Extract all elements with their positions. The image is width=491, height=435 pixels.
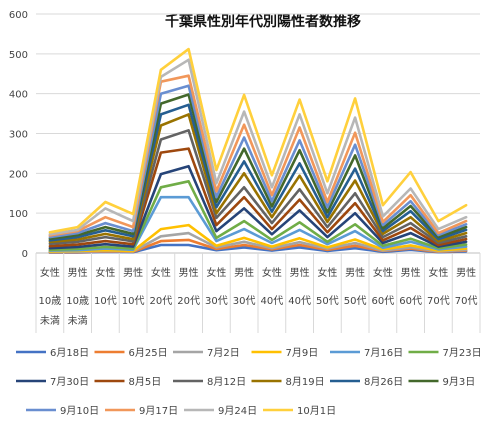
y-axis-tick-labels: 0 100 200 300 400 500 600 xyxy=(9,10,28,260)
series-line-16 xyxy=(48,47,468,234)
x-tick-label-sex: 女性 xyxy=(95,266,115,279)
x-axis-category-labels: 女性10歳未満男性10歳未満女性10代男性10代女性20代男性20代女性30代男… xyxy=(35,253,481,333)
legend-label-2: 6月25日 xyxy=(129,347,168,359)
legend-label-7: 7月30日 xyxy=(50,376,89,388)
y-tick-label: 400 xyxy=(9,90,28,101)
series-line-4 xyxy=(48,223,468,253)
legend-label-8: 8月5日 xyxy=(129,376,162,388)
legend-label-3: 7月2日 xyxy=(207,347,240,359)
y-tick-label: 500 xyxy=(9,50,28,61)
x-tick-label-age: 30代 xyxy=(233,295,256,307)
y-tick-label: 200 xyxy=(9,169,28,180)
x-tick-label-sex: 男性 xyxy=(68,266,88,279)
legend-label-10: 8月19日 xyxy=(286,376,325,388)
x-tick-label-sex: 男性 xyxy=(456,266,476,279)
y-tick-label: 300 xyxy=(9,130,28,141)
legend-label-12: 9月3日 xyxy=(443,376,476,388)
x-tick-label-age: 70代 xyxy=(455,295,478,307)
x-tick-label-sex: 男性 xyxy=(401,266,421,279)
y-tick-label: 0 xyxy=(22,249,28,260)
x-tick-label-sex: 女性 xyxy=(206,266,226,279)
series-line-10 xyxy=(48,113,468,244)
legend: 6月18日 6月25日 7月2日 7月9日 7月16日 7月23日 7月30日 8月5日 8月1… xyxy=(16,347,482,417)
series-line-14 xyxy=(48,74,468,237)
series-line-7 xyxy=(48,164,468,250)
x-tick-label-sex: 女性 xyxy=(40,266,60,279)
series-line-5 xyxy=(48,195,468,252)
x-tick-label-sex: 男性 xyxy=(234,266,254,279)
x-tick-label-age: 40代 xyxy=(288,295,311,307)
legend-label-15: 9月24日 xyxy=(218,405,257,417)
x-tick-label-sex: 女性 xyxy=(373,266,393,279)
x-tick-label-age: 60代 xyxy=(399,295,422,307)
legend-label-14: 9月17日 xyxy=(139,405,178,417)
y-tick-label: 100 xyxy=(9,209,28,220)
series-line-9 xyxy=(48,129,468,246)
x-tick-label-age: 20代 xyxy=(150,295,173,307)
x-tick-label-age: 60代 xyxy=(372,295,395,307)
series-line-8 xyxy=(48,147,468,248)
legend-label-4: 7月9日 xyxy=(286,347,319,359)
x-tick-label-age-cont: 未満 xyxy=(68,315,88,327)
x-tick-label-age: 10歳 xyxy=(66,295,89,307)
legend-label-6: 7月23日 xyxy=(443,347,482,359)
x-tick-label-sex: 女性 xyxy=(428,266,448,279)
x-tick-label-sex: 男性 xyxy=(290,266,310,279)
x-tick-label-sex: 女性 xyxy=(262,266,282,279)
x-tick-label-age: 50代 xyxy=(344,295,367,307)
x-tick-label-sex: 男性 xyxy=(179,266,199,279)
legend-label-16: 10月1日 xyxy=(297,405,336,417)
gridlines xyxy=(36,13,480,254)
series-line-11 xyxy=(48,103,468,242)
series-line-6 xyxy=(48,180,468,252)
legend-label-13: 9月10日 xyxy=(60,405,99,417)
series-line-13 xyxy=(48,84,468,239)
x-tick-label-age: 10歳 xyxy=(39,295,62,307)
y-tick-label: 600 xyxy=(9,10,28,21)
x-tick-label-sex: 男性 xyxy=(345,266,365,279)
x-tick-label-age: 30代 xyxy=(205,295,228,307)
series-lines xyxy=(48,47,468,254)
x-tick-label-age: 50代 xyxy=(316,295,339,307)
legend-label-1: 6月18日 xyxy=(50,347,89,359)
chart-title: 千葉県性別年代別陽性者数推移 xyxy=(165,13,361,30)
legend-label-9: 8月12日 xyxy=(207,376,246,388)
legend-label-11: 8月26日 xyxy=(364,376,403,388)
x-tick-label-age: 20代 xyxy=(177,295,200,307)
legend-label-5: 7月16日 xyxy=(364,347,403,359)
series-line-15 xyxy=(48,58,468,236)
x-tick-label-sex: 女性 xyxy=(317,266,337,279)
x-tick-label-age: 70代 xyxy=(427,295,450,307)
x-tick-label-sex: 女性 xyxy=(151,266,171,279)
x-tick-label-sex: 男性 xyxy=(123,266,143,279)
x-tick-label-age: 10代 xyxy=(122,295,145,307)
x-tick-label-age: 10代 xyxy=(94,295,117,307)
x-tick-label-age-cont: 未満 xyxy=(40,315,60,327)
x-tick-label-age: 40代 xyxy=(261,295,284,307)
series-line-12 xyxy=(48,93,468,240)
